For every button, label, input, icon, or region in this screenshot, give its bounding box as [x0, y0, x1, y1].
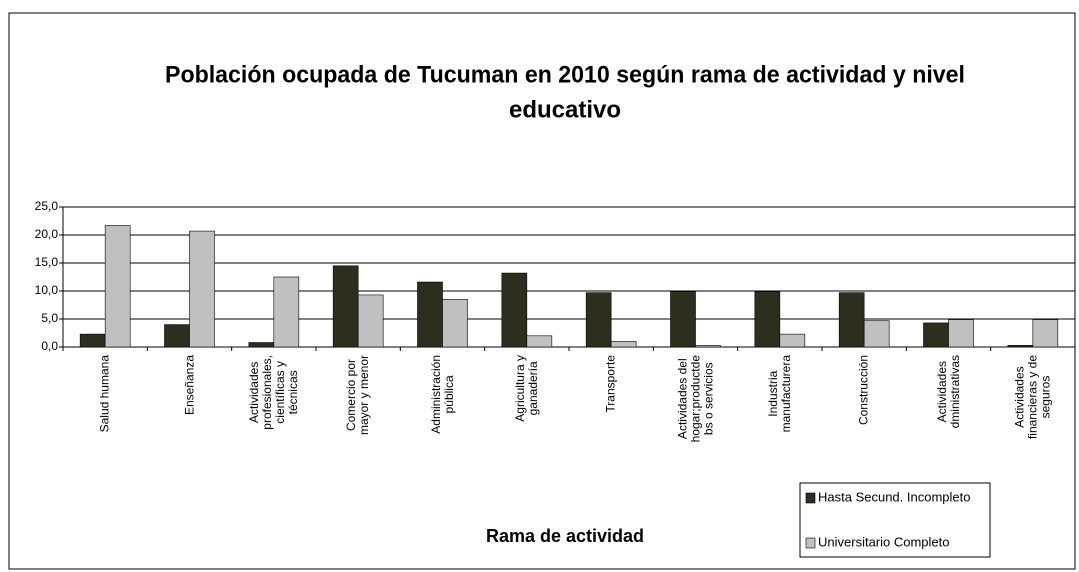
x-tick-label: Actividades dministrativas	[934, 355, 962, 429]
x-tick-label: Comercio por mayor y menor	[344, 355, 372, 436]
bar	[164, 324, 190, 348]
x-tick-label: Actividades del hogar;productde bs o ser…	[675, 355, 715, 443]
y-tick-label: 5,0	[41, 311, 58, 325]
bar	[779, 333, 806, 348]
bar	[501, 272, 528, 348]
bar	[695, 345, 721, 348]
bar	[670, 291, 696, 348]
x-tick-label: Industria manufacturera	[765, 355, 793, 433]
bar	[189, 230, 215, 348]
x-tick-label: Agricultura y ganadería	[512, 355, 540, 422]
y-tick-label: 20,0	[35, 227, 59, 241]
chart-title: Población ocupada de Tucuman en 2010 seg…	[165, 61, 965, 88]
legend-label: Universitario Completo	[818, 534, 950, 549]
legend	[799, 482, 991, 558]
x-tick-label: Actividades financieras y de seguros	[1012, 355, 1053, 440]
bar	[585, 292, 612, 348]
chart-title: educativo	[509, 96, 621, 123]
x-tick-label: Administración pública	[428, 355, 456, 434]
legend-swatch	[805, 537, 816, 549]
bar	[417, 281, 443, 348]
bar	[923, 322, 949, 348]
bar	[948, 319, 974, 348]
legend-swatch	[805, 492, 816, 504]
x-axis-title: Rama de actividad	[486, 526, 644, 546]
bar	[1007, 345, 1034, 348]
y-tick-label: 0,0	[41, 339, 58, 353]
bar	[526, 335, 553, 348]
bar	[838, 292, 865, 348]
bar	[442, 299, 468, 348]
bar	[357, 294, 384, 348]
bar	[332, 265, 359, 348]
x-tick-label: Construcción	[856, 355, 871, 426]
y-tick-label: 10,0	[35, 283, 59, 297]
y-tick-label: 25,0	[35, 199, 59, 213]
bar	[79, 333, 106, 348]
x-tick-label: Enseñanza	[182, 355, 196, 416]
legend-label: Hasta Secund. Incompleto	[818, 489, 970, 504]
y-tick-label: 15,0	[35, 255, 59, 269]
bar	[248, 342, 275, 348]
bar	[610, 341, 637, 348]
x-tick-label: Transporte	[603, 355, 618, 413]
bar	[1032, 319, 1059, 348]
x-tick-label: Actividades profesionales, científicas y…	[246, 355, 300, 430]
bar	[104, 225, 131, 348]
x-tick-label: Salud humana	[97, 355, 112, 433]
bar	[863, 320, 890, 348]
bar	[273, 276, 300, 348]
bar	[754, 291, 781, 348]
